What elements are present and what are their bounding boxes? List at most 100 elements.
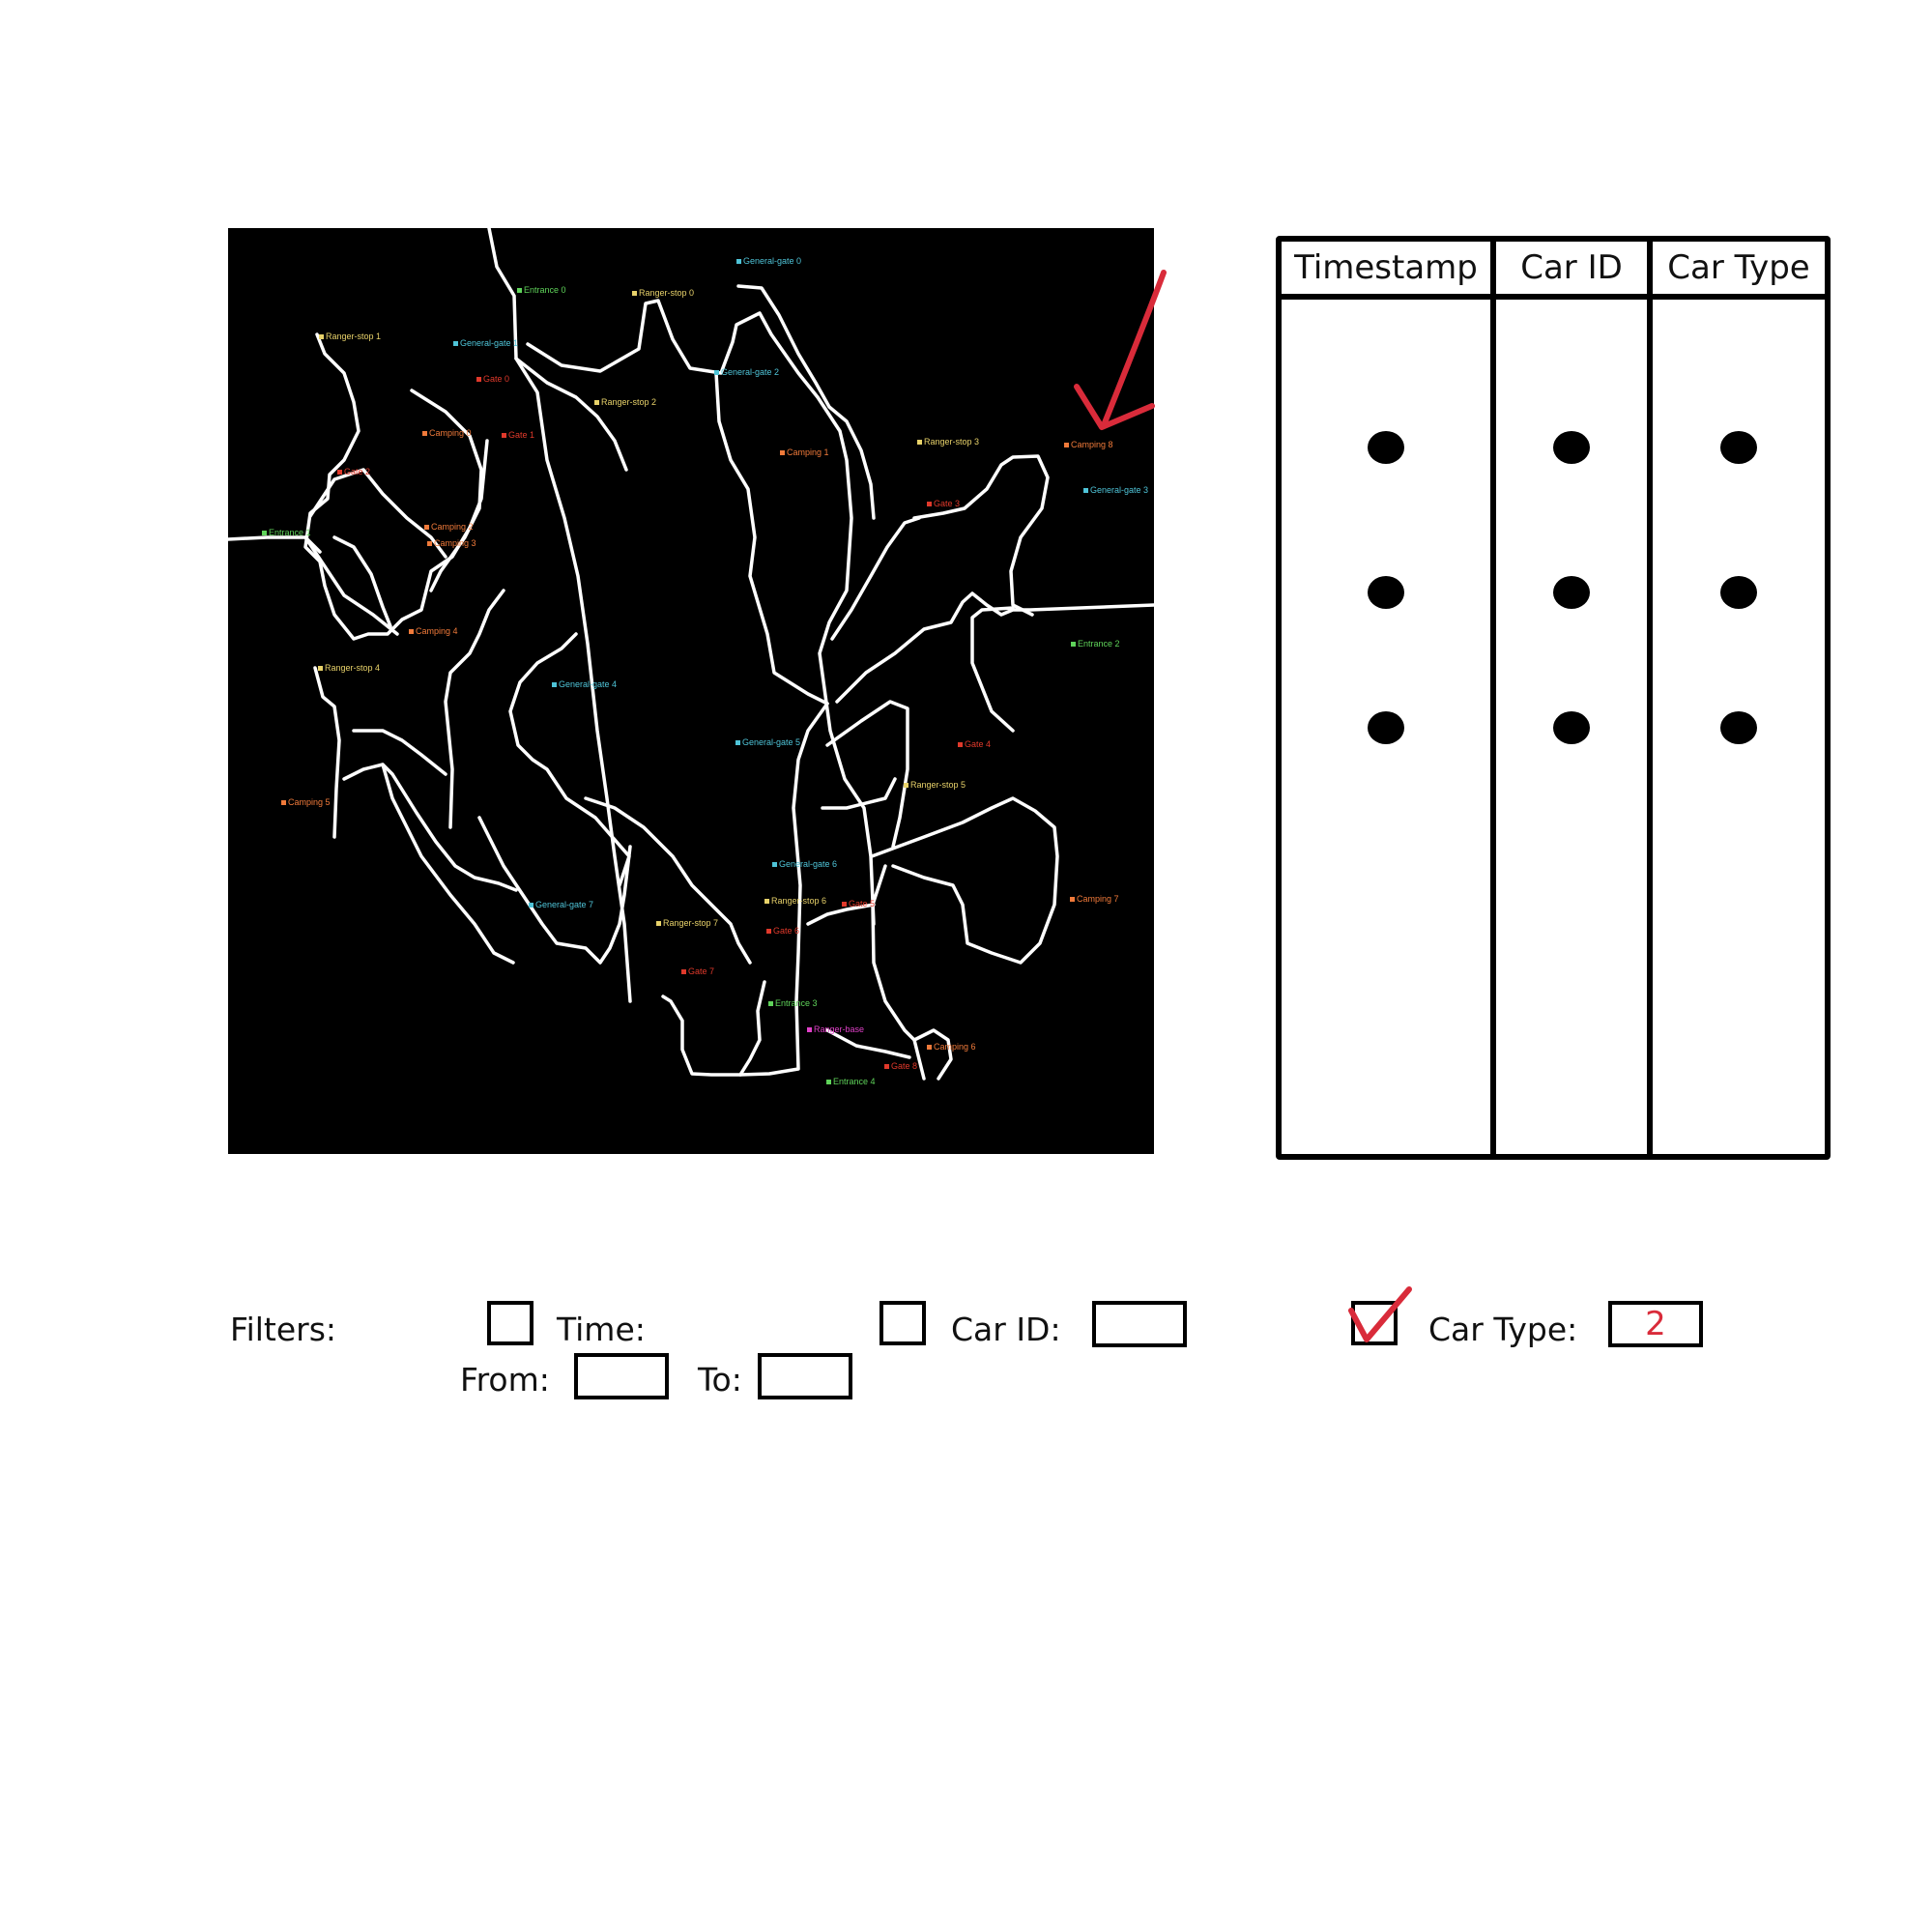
map-marker-icon[interactable]: [656, 921, 661, 926]
map-location-label[interactable]: Entrance 0: [524, 285, 566, 295]
filters-label: Filters:: [230, 1311, 337, 1348]
map-marker-icon[interactable]: [453, 341, 458, 346]
map-marker-icon[interactable]: [772, 862, 777, 867]
map-location-label[interactable]: Gate 8: [891, 1061, 918, 1071]
car-type-column: Car Type: [1653, 242, 1825, 1154]
map-marker-icon[interactable]: [476, 377, 481, 382]
map-location-label[interactable]: Ranger-base: [814, 1024, 865, 1034]
map-marker-icon[interactable]: [517, 288, 522, 293]
map-marker-icon[interactable]: [262, 531, 267, 535]
map-marker-icon[interactable]: [842, 902, 847, 907]
map-location-label[interactable]: General-gate 3: [1090, 485, 1149, 495]
car-id-filter-checkbox[interactable]: [879, 1301, 926, 1345]
map-location-label[interactable]: Camping 8: [1071, 440, 1113, 449]
map-marker-icon[interactable]: [1064, 443, 1069, 447]
map-location-label[interactable]: Camping 0: [429, 428, 472, 438]
map-location-label[interactable]: Camping 2: [431, 522, 474, 532]
car-type-header[interactable]: Car Type: [1653, 242, 1825, 300]
map-location-label[interactable]: General-gate 7: [535, 900, 594, 909]
map-location-label[interactable]: Gate 2: [344, 467, 371, 476]
map-location-label[interactable]: Gate 0: [483, 374, 510, 384]
ellipsis-dot-icon: [1720, 711, 1757, 744]
map-location-label[interactable]: Ranger-stop 1: [326, 332, 382, 341]
map-marker-icon[interactable]: [768, 1001, 773, 1006]
map-location-label[interactable]: General-gate 6: [779, 859, 838, 869]
map-location-label[interactable]: Entrance 2: [1078, 639, 1120, 649]
car-id-column: Car ID: [1496, 242, 1653, 1154]
map-location-label[interactable]: General-gate 2: [721, 367, 780, 377]
map-marker-icon[interactable]: [764, 899, 769, 904]
map-location-label[interactable]: Ranger-stop 2: [601, 397, 657, 407]
map-location-label[interactable]: Ranger-stop 7: [663, 918, 719, 928]
map-location-label[interactable]: Camping 6: [934, 1042, 976, 1052]
car-id-header[interactable]: Car ID: [1496, 242, 1647, 300]
map-location-label[interactable]: Entrance 3: [775, 998, 818, 1008]
map-marker-icon[interactable]: [318, 666, 323, 671]
map-marker-icon[interactable]: [1070, 897, 1075, 902]
map-location-label[interactable]: General-gate 5: [742, 737, 801, 747]
car-id-input[interactable]: [1092, 1301, 1187, 1347]
map-marker-icon[interactable]: [632, 291, 637, 296]
car-type-input[interactable]: 2: [1608, 1301, 1703, 1347]
time-to-input[interactable]: [758, 1353, 852, 1399]
map-marker-icon[interactable]: [681, 969, 686, 974]
map-location-label[interactable]: Entrance 1: [269, 528, 311, 537]
map-marker-icon[interactable]: [1083, 488, 1088, 493]
map-location-label[interactable]: General-gate 0: [743, 256, 802, 266]
map-marker-icon[interactable]: [780, 450, 785, 455]
map-location-label[interactable]: Entrance 4: [833, 1077, 876, 1086]
map-location-label[interactable]: Ranger-stop 4: [325, 663, 381, 673]
map-location-label[interactable]: Camping 5: [288, 797, 331, 807]
map-location-label[interactable]: Gate 1: [508, 430, 535, 440]
map-marker-icon[interactable]: [807, 1027, 812, 1032]
time-from-input[interactable]: [574, 1353, 669, 1399]
map-location-label[interactable]: Camping 1: [787, 447, 829, 457]
map-marker-icon[interactable]: [409, 629, 414, 634]
map-marker-icon[interactable]: [884, 1064, 889, 1069]
map-marker-icon[interactable]: [826, 1080, 831, 1084]
map-marker-icon[interactable]: [927, 502, 932, 506]
park-map[interactable]: General-gate 0 Entrance 0 Ranger-stop 0 Ran…: [228, 228, 1154, 1154]
ellipsis-dot-icon: [1368, 431, 1404, 464]
map-marker-icon[interactable]: [735, 740, 740, 745]
map-marker-icon[interactable]: [736, 259, 741, 264]
map-marker-icon[interactable]: [422, 431, 427, 436]
ellipsis-dot-icon: [1553, 431, 1590, 464]
map-location-label[interactable]: Ranger-stop 6: [771, 896, 827, 906]
map-marker-icon[interactable]: [319, 334, 324, 339]
map-marker-icon[interactable]: [1071, 642, 1076, 647]
map-location-label[interactable]: Ranger-stop 5: [910, 780, 966, 790]
map-marker-icon[interactable]: [281, 800, 286, 805]
time-filter-checkbox[interactable]: [487, 1301, 533, 1345]
map-marker-icon[interactable]: [337, 470, 342, 475]
map-location-label[interactable]: Ranger-stop 0: [639, 288, 695, 298]
map-location-label[interactable]: Gate 6: [773, 926, 800, 936]
map-marker-icon[interactable]: [927, 1045, 932, 1050]
map-marker-icon[interactable]: [904, 783, 908, 788]
checkmark-icon: [1348, 1286, 1412, 1342]
map-marker-icon[interactable]: [917, 440, 922, 445]
map-marker-icon[interactable]: [766, 929, 771, 934]
car-id-filter-label: Car ID:: [951, 1311, 1061, 1348]
ellipsis-dot-icon: [1368, 711, 1404, 744]
timestamp-header[interactable]: Timestamp: [1282, 242, 1490, 300]
map-location-label[interactable]: Gate 4: [965, 739, 992, 749]
ellipsis-dot-icon: [1720, 576, 1757, 609]
map-location-label[interactable]: Gate 7: [688, 966, 715, 976]
map-location-label[interactable]: Camping 4: [416, 626, 458, 636]
map-location-label[interactable]: Camping 7: [1077, 894, 1119, 904]
map-marker-icon[interactable]: [552, 682, 557, 687]
map-marker-icon[interactable]: [529, 903, 533, 908]
map-location-label[interactable]: General-gate 1: [460, 338, 519, 348]
map-location-label[interactable]: Gate 3: [934, 499, 961, 508]
map-location-label[interactable]: General-gate 4: [559, 679, 618, 689]
map-marker-icon[interactable]: [502, 433, 506, 438]
map-location-label[interactable]: Camping 3: [434, 538, 476, 548]
map-marker-icon[interactable]: [714, 370, 719, 375]
map-marker-icon[interactable]: [424, 525, 429, 530]
map-location-label[interactable]: Ranger-stop 3: [924, 437, 980, 447]
map-marker-icon[interactable]: [594, 400, 599, 405]
map-marker-icon[interactable]: [427, 541, 432, 546]
map-marker-icon[interactable]: [958, 742, 963, 747]
map-location-label[interactable]: Gate 5: [849, 899, 876, 908]
